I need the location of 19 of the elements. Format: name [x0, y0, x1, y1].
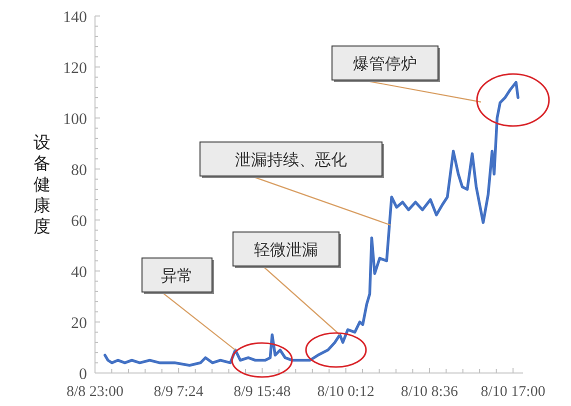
y-tick-label: 100	[63, 111, 87, 128]
y-tick-label: 20	[71, 315, 87, 332]
y-tick-label: 120	[63, 60, 87, 77]
y-tick-label: 0	[79, 366, 87, 383]
x-tick-label: 8/9 7:24	[154, 384, 204, 400]
annotation: 轻微泄漏	[254, 241, 318, 259]
x-tick-label: 8/9 15:48	[234, 384, 291, 400]
y-tick-label: 140	[63, 9, 87, 26]
x-tick-label: 8/10 0:12	[317, 384, 374, 400]
annotation: 异常	[161, 267, 193, 285]
y-tick-label: 40	[71, 264, 87, 281]
x-tick-label: 8/10 8:36	[400, 384, 458, 400]
y-axis-title: 设备健康度	[34, 133, 50, 236]
y-tick-label: 80	[71, 162, 87, 179]
x-tick-label: 8/8 23:00	[66, 384, 124, 400]
x-tick-label: 8/10 17:00	[480, 384, 546, 400]
annotation: 爆管停炉	[353, 55, 417, 73]
y-tick-label: 60	[71, 213, 87, 230]
annotation: 泄漏持续、恶化	[235, 151, 347, 169]
